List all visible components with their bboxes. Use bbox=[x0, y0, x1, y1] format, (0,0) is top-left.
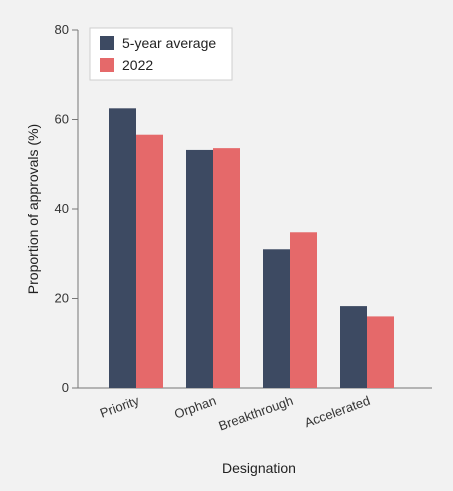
bar-orphan-five-year-average bbox=[186, 149, 213, 388]
y-axis-title: Proportion of approvals (%) bbox=[25, 124, 41, 294]
bar-priority-five-year-average bbox=[109, 108, 136, 388]
legend-label: 5-year average bbox=[122, 35, 216, 51]
y-tick-label: 20 bbox=[55, 291, 69, 306]
y-tick-label: 80 bbox=[55, 22, 69, 37]
y-tick-label: 40 bbox=[55, 201, 69, 216]
y-tick-label: 0 bbox=[62, 380, 69, 395]
bar-orphan-year-2022 bbox=[213, 148, 240, 388]
legend-label: 2022 bbox=[122, 57, 153, 73]
x-tick-label: Priority bbox=[98, 393, 142, 421]
legend: 5-year average 2022 bbox=[89, 27, 233, 81]
bar-accelerated-year-2022 bbox=[367, 316, 394, 388]
x-tick-label: Accelerated bbox=[302, 393, 372, 431]
x-axis-title: Designation bbox=[222, 460, 296, 476]
y-tick-label: 60 bbox=[55, 112, 69, 127]
legend-swatch bbox=[100, 36, 114, 50]
bars bbox=[109, 108, 394, 388]
bar-breakthrough-year-2022 bbox=[290, 232, 317, 388]
bar-accelerated-five-year-average bbox=[340, 306, 367, 388]
y-ticks: 0 20 40 60 80 bbox=[55, 22, 78, 395]
bar-priority-year-2022 bbox=[136, 134, 163, 388]
x-tick-label: Breakthrough bbox=[217, 393, 295, 434]
bar-breakthrough-five-year-average bbox=[263, 249, 290, 388]
legend-swatch bbox=[100, 58, 114, 72]
x-tick-label: Orphan bbox=[172, 393, 218, 422]
